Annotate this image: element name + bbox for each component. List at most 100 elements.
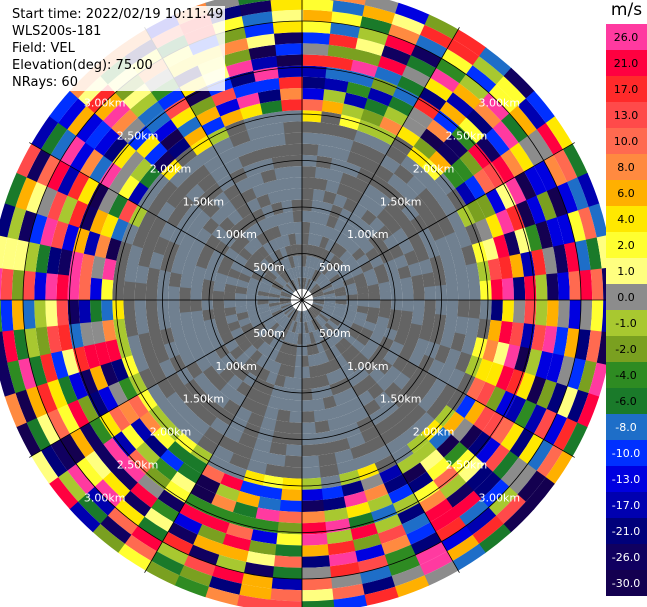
velocity-bin [223,183,241,201]
velocity-bin [467,143,493,170]
velocity-bin [220,255,235,269]
velocity-bin [367,307,380,317]
velocity-bin [390,444,414,465]
velocity-bin [414,245,430,263]
velocity-bin [545,450,573,485]
velocity-bin [328,33,359,50]
velocity-bin [292,210,303,223]
velocity-bin [91,255,106,279]
velocity-bin [301,311,305,323]
velocity-bin [68,500,101,533]
velocity-bin [91,320,106,345]
velocity-bin [428,378,447,399]
velocity-bin [237,432,258,449]
velocity-bin [319,122,340,137]
velocity-bin [311,286,322,295]
velocity-bin [87,390,109,418]
velocity-bin [339,337,352,350]
info-box: Start time: 2022/02/19 10:11:49 WLS200s-… [10,6,226,91]
velocity-bin [0,267,14,300]
velocity-bin [295,310,300,322]
velocity-bin [316,275,327,286]
velocity-bin [164,96,192,120]
velocity-bin [302,99,324,112]
velocity-bin [493,234,510,259]
velocity-bin [143,433,168,458]
colorbar-segment [606,414,647,441]
velocity-bin [281,353,291,366]
velocity-bin [552,326,569,357]
velocity-bin [89,364,109,391]
velocity-bin [490,300,503,322]
velocity-bin [270,286,282,294]
velocity-bin [403,334,419,351]
velocity-bin [360,425,381,443]
velocity-bin [122,490,152,517]
velocity-bin [367,382,385,400]
velocity-bin [193,371,211,390]
velocity-bin [252,183,268,198]
velocity-bin [320,201,334,216]
velocity-bin [531,249,547,277]
velocity-bin [479,280,492,301]
velocity-bin [56,299,69,326]
velocity-bin [272,324,283,337]
velocity-bin [379,300,392,310]
velocity-bin [148,172,170,195]
velocity-bin [250,136,271,152]
velocity-bin [302,300,311,309]
velocity-bin [67,170,90,201]
velocity-bin [225,522,254,541]
velocity-bin [557,272,570,302]
velocity-bin [384,34,417,56]
velocity-bin [213,281,226,292]
velocity-bin [175,146,198,168]
velocity-bin [413,97,441,120]
velocity-bin [426,119,452,143]
velocity-bin [280,488,302,501]
velocity-bin [318,313,330,323]
velocity-bin [430,68,461,93]
velocity-bin [302,221,311,234]
velocity-bin [363,268,377,280]
velocity-bin [279,328,289,341]
velocity-bin [85,485,116,516]
velocity-bin [318,133,338,148]
velocity-bin [117,543,152,571]
velocity-bin [148,404,170,427]
velocity-bin [419,372,438,393]
velocity-bin [308,308,317,319]
velocity-bin [323,289,335,296]
colorbar-tick-label: 26.0 [614,31,639,44]
velocity-bin [138,367,157,390]
velocity-bin [447,210,466,233]
velocity-bin [327,551,358,567]
velocity-bin [279,316,289,328]
velocity-bin [315,363,327,377]
velocity-bin [253,66,280,82]
velocity-bin [120,423,145,450]
velocity-bin [312,330,321,343]
velocity-bin [452,83,482,110]
velocity-bin [45,272,58,300]
velocity-bin [116,336,133,359]
velocity-bin [312,301,325,305]
velocity-bin [103,135,129,163]
colorbar-segment [606,24,647,51]
velocity-bin [439,101,467,127]
velocity-bin [464,400,486,426]
velocity-bin [481,92,511,122]
colorbar-segment [606,258,647,285]
colorbar-tick-label: 17.0 [614,83,639,96]
velocity-bin [346,81,372,99]
velocity-bin [383,544,416,566]
colorbar-segment [606,310,647,337]
velocity-bin [419,87,448,111]
velocity-bin [401,221,419,239]
velocity-bin [306,279,314,291]
velocity-bin [397,75,426,98]
velocity-bin [329,316,341,327]
velocity-bin [260,168,277,184]
velocity-bin [368,352,384,368]
velocity-bin [596,331,606,366]
